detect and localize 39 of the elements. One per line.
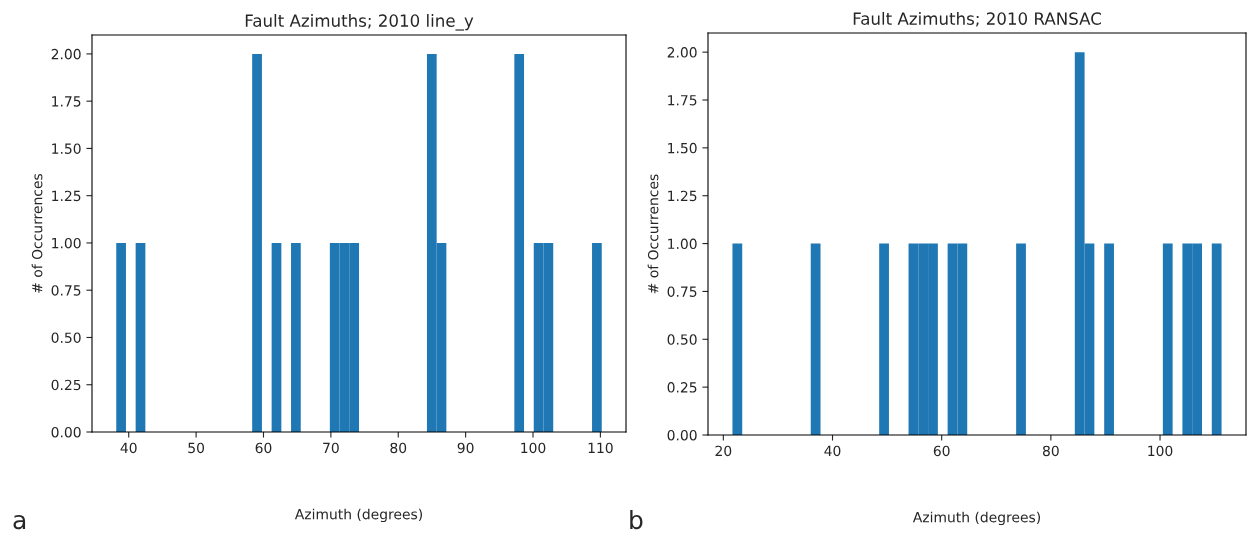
- x-tick-label: 110: [588, 442, 613, 454]
- x-tick-label: 80: [390, 442, 407, 454]
- y-tick-label: 0.25: [51, 379, 81, 391]
- y-tick-label: 0.00: [51, 426, 81, 438]
- y-tick-label: 1.25: [52, 190, 81, 202]
- text: b: [630, 509, 643, 530]
- y-tick-label: 0.75: [667, 286, 697, 297]
- y-tick-label: 1.50: [668, 142, 697, 154]
- chart-title: Fault Azimuths; 2010 RANSAC: [853, 12, 1101, 27]
- x-tick-label: 20: [715, 445, 732, 457]
- y-tick-label: 0.50: [51, 332, 81, 343]
- y-tick-label: 1.75: [52, 96, 81, 107]
- y-tick-label: 2.00: [51, 48, 81, 60]
- y-tick-label: 1.75: [668, 95, 697, 106]
- x-tick-label: 60: [933, 445, 950, 457]
- y-tick-label: 0.50: [667, 334, 697, 345]
- y-tick-label: 0.25: [667, 382, 697, 393]
- y-tick-label: 2.00: [667, 47, 697, 58]
- x-tick-label: 40: [824, 445, 841, 457]
- x-axis-title: Azimuth (degrees): [912, 511, 1040, 526]
- y-tick-label: 0.75: [51, 285, 81, 296]
- x-tick-label: 90: [457, 442, 474, 454]
- y-tick-label: 1.25: [668, 190, 697, 202]
- x-tick-label: 50: [188, 442, 205, 454]
- y-tick-label: 0.00: [667, 429, 697, 441]
- x-tick-label: 60: [255, 442, 272, 454]
- x-axis-title: Azimuth (degrees): [294, 508, 422, 523]
- x-tick-label: 100: [1148, 445, 1173, 457]
- y-axis-title: # of Occurrences: [31, 173, 43, 293]
- x-tick-label: 100: [521, 442, 546, 454]
- x-tick-label: 80: [1042, 445, 1059, 457]
- chart-title: Fault Azimuths; 2010 line_y: [245, 14, 474, 31]
- x-tick-label: 40: [120, 442, 137, 454]
- text: a: [13, 514, 26, 530]
- y-tick-label: 1.50: [52, 143, 81, 154]
- y-tick-label: 1.00: [52, 237, 81, 249]
- y-tick-label: 1.00: [668, 238, 697, 250]
- y-axis-title: # of Occurrences: [647, 174, 659, 294]
- x-tick-label: 70: [323, 442, 339, 454]
